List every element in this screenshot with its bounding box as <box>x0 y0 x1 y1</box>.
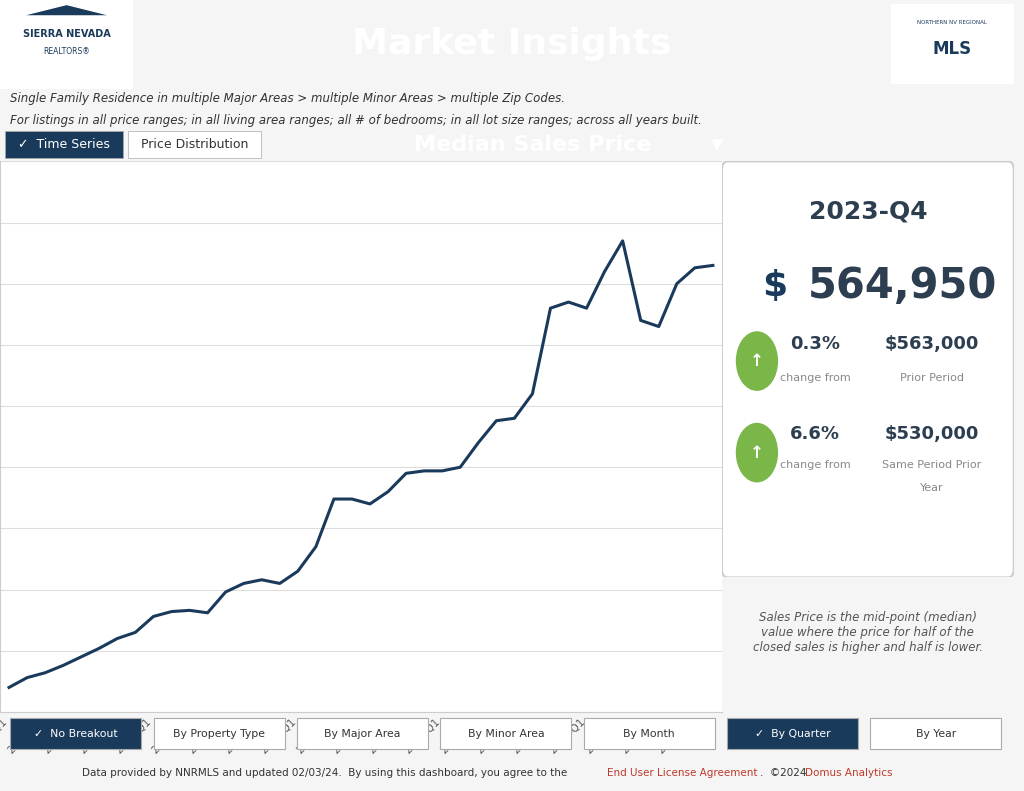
Text: .  ©2024: . ©2024 <box>760 768 810 778</box>
Circle shape <box>736 423 777 482</box>
Text: REALTORS®: REALTORS® <box>43 47 90 56</box>
Text: ✓  Time Series: ✓ Time Series <box>18 138 110 151</box>
Text: Prior Period: Prior Period <box>900 373 964 383</box>
Text: $: $ <box>762 269 787 303</box>
Text: 564,950: 564,950 <box>808 265 997 307</box>
FancyBboxPatch shape <box>584 718 715 749</box>
Text: Year: Year <box>921 483 944 493</box>
FancyBboxPatch shape <box>870 718 1001 749</box>
Text: Market Insights: Market Insights <box>352 28 672 61</box>
Text: Price Distribution: Price Distribution <box>141 138 248 151</box>
Text: Domus Analytics: Domus Analytics <box>805 768 892 778</box>
Circle shape <box>736 332 777 390</box>
Text: By Year: By Year <box>915 729 956 739</box>
FancyBboxPatch shape <box>10 718 141 749</box>
Text: For listings in all price ranges; in all living area ranges; all # of bedrooms; : For listings in all price ranges; in all… <box>10 114 702 127</box>
Text: 0.3%: 0.3% <box>791 335 841 354</box>
Text: ↑: ↑ <box>750 444 764 462</box>
Text: NORTHERN NV REGIONAL: NORTHERN NV REGIONAL <box>918 20 987 25</box>
Text: By Property Type: By Property Type <box>173 729 265 739</box>
Text: By Month: By Month <box>624 729 675 739</box>
Text: Same Period Prior: Same Period Prior <box>883 460 982 470</box>
FancyBboxPatch shape <box>297 718 428 749</box>
FancyBboxPatch shape <box>722 161 1014 577</box>
FancyBboxPatch shape <box>891 5 1014 84</box>
FancyBboxPatch shape <box>128 131 261 158</box>
Text: $563,000: $563,000 <box>885 335 979 354</box>
Text: 6.6%: 6.6% <box>791 425 841 443</box>
Text: Median Sales Price: Median Sales Price <box>414 134 651 155</box>
Text: change from: change from <box>780 460 851 470</box>
Text: Data provided by NNRMLS and updated 02/03/24.  By using this dashboard, you agre: Data provided by NNRMLS and updated 02/0… <box>82 768 570 778</box>
FancyBboxPatch shape <box>5 131 123 158</box>
Text: ✓  By Quarter: ✓ By Quarter <box>755 729 830 739</box>
Text: MLS: MLS <box>933 40 972 58</box>
Text: change from: change from <box>780 373 851 383</box>
FancyBboxPatch shape <box>440 718 571 749</box>
Text: By Minor Area: By Minor Area <box>468 729 544 739</box>
Text: 2023-Q4: 2023-Q4 <box>809 199 927 223</box>
Text: ↑: ↑ <box>750 352 764 370</box>
Polygon shape <box>20 5 113 16</box>
Text: ▼: ▼ <box>711 138 723 152</box>
FancyBboxPatch shape <box>0 0 133 89</box>
Text: By Major Area: By Major Area <box>325 729 400 739</box>
Text: Single Family Residence in multiple Major Areas > multiple Minor Areas > multipl: Single Family Residence in multiple Majo… <box>10 92 565 105</box>
Text: Sales Price is the mid-point (median)
value where the price for half of the
clos: Sales Price is the mid-point (median) va… <box>753 611 983 654</box>
Text: End User License Agreement: End User License Agreement <box>607 768 758 778</box>
Text: $530,000: $530,000 <box>885 425 979 443</box>
Text: ✓  No Breakout: ✓ No Breakout <box>34 729 118 739</box>
FancyBboxPatch shape <box>727 718 858 749</box>
Text: SIERRA NEVADA: SIERRA NEVADA <box>23 28 111 39</box>
FancyBboxPatch shape <box>154 718 285 749</box>
